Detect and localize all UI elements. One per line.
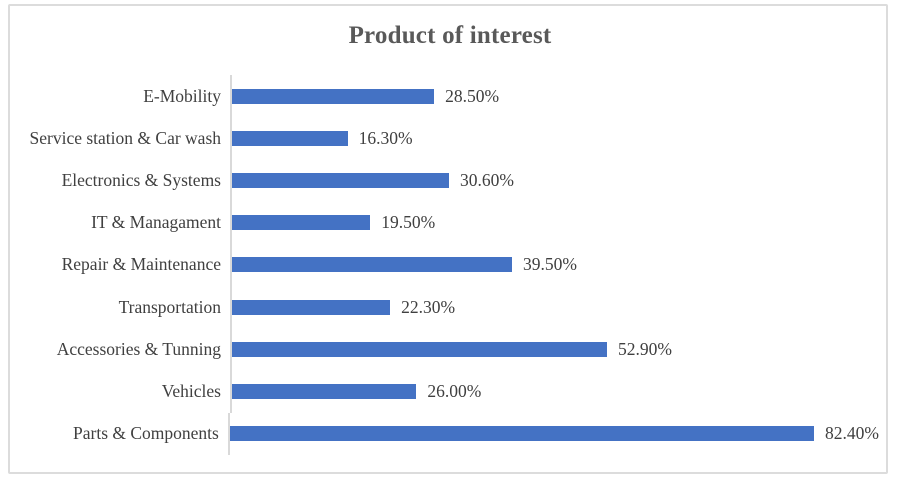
bar-cell: 19.50% xyxy=(230,201,879,244)
category-label: Electronics & Systems xyxy=(61,170,221,191)
category-label: E-Mobility xyxy=(143,85,221,106)
category-label: Vehicles xyxy=(161,381,221,402)
value-label: 22.30% xyxy=(401,296,456,317)
bar xyxy=(232,384,417,400)
value-label: 26.00% xyxy=(427,381,482,402)
bar xyxy=(229,426,815,442)
bar-cell: 39.50% xyxy=(230,243,879,287)
bar xyxy=(232,341,608,357)
category-label: Repair & Maintenance xyxy=(61,254,221,275)
bar-cell: 22.30% xyxy=(230,286,879,329)
bar-row: Electronics & Systems 30.60% xyxy=(11,159,879,202)
category-label: Service station & Car wash xyxy=(29,127,221,148)
bar xyxy=(232,130,348,146)
bar xyxy=(232,88,435,104)
bar-row: E-Mobility 28.50% xyxy=(11,75,879,118)
bar-cell: 30.60% xyxy=(230,159,879,202)
category-label: Parts & Components xyxy=(73,423,219,444)
bar-row: Parts & Components 82.40% xyxy=(11,412,879,455)
bar-row: Transportation 22.30% xyxy=(11,286,879,329)
category-label: Transportation xyxy=(118,296,221,317)
bar-row: IT & Managament 19.50% xyxy=(11,201,879,244)
category-label: IT & Managament xyxy=(91,212,221,233)
bar xyxy=(232,299,391,315)
bar-cell: 82.40% xyxy=(227,412,879,455)
bar xyxy=(232,215,371,231)
value-label: 19.50% xyxy=(381,212,436,233)
bar-cell: 26.00% xyxy=(230,370,879,413)
bar-row: Service station & Car wash 16.30% xyxy=(11,117,879,160)
value-label: 39.50% xyxy=(523,254,577,275)
chart-title: Product of interest xyxy=(348,22,552,49)
bar-row: Repair & Maintenance 39.50% xyxy=(11,243,879,287)
bar xyxy=(232,173,449,189)
bar-cell: 28.50% xyxy=(230,75,879,118)
value-label: 16.30% xyxy=(358,127,413,148)
bar-row: Accessories & Tunning 52.90% xyxy=(11,328,879,371)
bar-chart-plot-area: E-Mobility 28.50% Service station & Car wa… xyxy=(11,75,879,455)
value-label: 82.40% xyxy=(825,423,879,444)
bar-cell: 16.30% xyxy=(230,117,879,160)
bar-row: Vehicles 26.00% xyxy=(11,370,879,413)
value-label: 28.50% xyxy=(445,85,500,106)
value-label: 30.60% xyxy=(459,170,514,191)
bar-cell: 52.90% xyxy=(230,328,879,371)
value-label: 52.90% xyxy=(618,338,672,359)
category-label: Accessories & Tunning xyxy=(56,338,221,359)
chart-frame xyxy=(8,4,888,474)
bar xyxy=(232,257,513,273)
